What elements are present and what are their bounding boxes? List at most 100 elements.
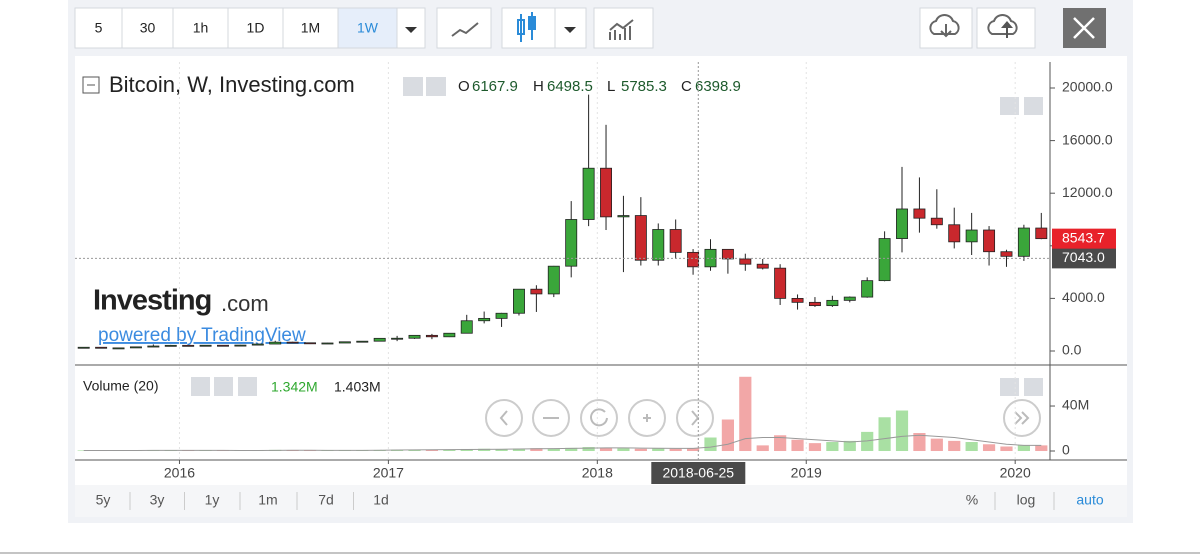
interval-button[interactable]: [282, 7, 339, 49]
candle-body: [896, 208, 908, 239]
volume-bar: [634, 448, 647, 452]
scroll-right[interactable]: [676, 399, 714, 437]
volume-bar: [652, 448, 665, 452]
interval-button[interactable]: [172, 7, 229, 49]
scroll-left[interactable]: [485, 399, 523, 437]
candle-body: [913, 208, 926, 219]
volume-bar: [843, 440, 856, 452]
candle-body: [269, 341, 282, 345]
visibility-button[interactable]: [403, 77, 423, 96]
candle-body: [774, 267, 787, 299]
candle-body: [582, 167, 595, 220]
candle-body: [251, 343, 264, 346]
volume-bar: [495, 449, 508, 452]
reset-icon: [590, 408, 608, 427]
interval-label: 1D: [247, 20, 265, 36]
candle-body: [965, 229, 978, 243]
dropdown-arrow: [564, 27, 576, 33]
candle-body: [129, 346, 142, 349]
ohlc-label: C: [681, 78, 692, 95]
candle-body: [77, 346, 90, 349]
volume-value: 1.342M: [271, 379, 318, 395]
remove-button[interactable]: [238, 377, 257, 396]
candle-body: [930, 217, 943, 226]
volume-bar: [1000, 446, 1013, 452]
candle-body: [983, 229, 996, 253]
candle-body: [756, 263, 769, 269]
y-tick-label: 4000.0: [1062, 289, 1105, 305]
upload-arrow: [1001, 21, 1013, 38]
y-tick-label: 12000.0: [1062, 184, 1113, 200]
scroll-button[interactable]: [1000, 97, 1019, 115]
ohlc-label: O: [458, 78, 470, 95]
range-button[interactable]: 1m: [258, 492, 277, 508]
candle-icon: [517, 12, 536, 42]
candle-body: [565, 219, 578, 267]
candle-body: [791, 297, 804, 303]
candle-body: [199, 344, 212, 347]
volume-bar: [930, 438, 943, 452]
candle-body: [948, 224, 961, 243]
candle-body: [356, 340, 369, 343]
interval-button[interactable]: [227, 7, 284, 49]
volume-bar: [617, 448, 630, 452]
volume-bar: [1017, 445, 1030, 452]
interval-button[interactable]: [121, 7, 174, 49]
y-tick-label: 20000.0: [1062, 79, 1113, 95]
close-icon: [1073, 17, 1095, 39]
watermark-tagline[interactable]: powered by TradingView: [98, 325, 306, 346]
candle-body: [391, 337, 404, 340]
upload-icon: [987, 14, 1018, 35]
candle-body: [600, 167, 612, 218]
visibility-button[interactable]: [191, 377, 210, 396]
move-up-button[interactable]: [1000, 378, 1019, 396]
interval-label: 5: [95, 20, 103, 36]
volume-bar: [721, 419, 734, 452]
scale-option[interactable]: auto: [1076, 492, 1103, 508]
crosshair-date-box: [651, 462, 746, 484]
volume-bar: [791, 439, 804, 452]
volume-bar: [704, 437, 717, 452]
range-button[interactable]: 5y: [96, 492, 111, 508]
line-style-button[interactable]: [436, 7, 492, 49]
range-button[interactable]: 7d: [318, 492, 334, 508]
interval-button[interactable]: [74, 7, 123, 49]
candle-body: [373, 337, 386, 342]
volume-bar: [948, 440, 961, 452]
candle-body: [95, 346, 108, 349]
candle-style-button[interactable]: [501, 7, 556, 49]
candle-body: [721, 248, 734, 260]
volume-bar: [878, 417, 891, 452]
settings-button[interactable]: [214, 377, 233, 396]
interval-label: 30: [140, 20, 156, 36]
y-tick-label: 40M: [1062, 397, 1089, 413]
range-button[interactable]: 3y: [150, 492, 165, 508]
ohlc-label: H: [533, 78, 544, 95]
volume-bar: [530, 448, 543, 452]
line-icon: [451, 22, 479, 37]
volume-bar: [686, 448, 700, 452]
candle-body: [1000, 251, 1013, 257]
ohlc-value: 6167.9: [472, 78, 518, 95]
move-down-button[interactable]: [1024, 378, 1043, 396]
crosshair-price: 7043.0: [1062, 249, 1105, 265]
download-icon: [929, 14, 960, 38]
ohlc-value: 6498.5: [547, 78, 593, 95]
scale-option[interactable]: %: [966, 492, 978, 508]
reset[interactable]: [580, 399, 618, 437]
candle-body: [878, 238, 891, 282]
candle-body: [669, 229, 682, 253]
volume-ma-line: [83, 434, 1042, 451]
volume-bar: [895, 410, 909, 452]
range-button[interactable]: 1y: [205, 492, 220, 508]
scale-option[interactable]: log: [1017, 492, 1036, 508]
x-tick-label: 2016: [164, 465, 195, 481]
range-button[interactable]: 1d: [373, 492, 389, 508]
settings-button[interactable]: [426, 77, 446, 96]
y-tick-label: 0: [1062, 442, 1070, 458]
candle-body: [1035, 227, 1048, 240]
interval-button[interactable]: [337, 7, 398, 49]
candle-body: [617, 215, 630, 218]
scale-button[interactable]: [1024, 97, 1043, 115]
candle-body: [513, 288, 525, 314]
